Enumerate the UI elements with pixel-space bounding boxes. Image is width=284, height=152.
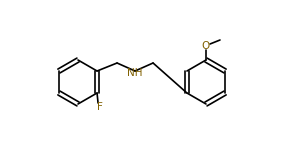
Text: O: O [202,41,210,51]
Text: NH: NH [127,68,143,78]
Text: F: F [97,102,103,112]
